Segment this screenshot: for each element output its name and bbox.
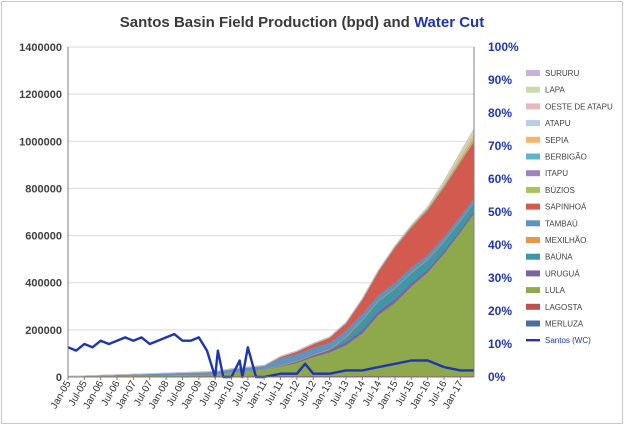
y-tick-label: 1200000 — [19, 89, 62, 101]
legend-swatch-urugua — [526, 270, 540, 277]
legend-label-lula: LULA — [545, 286, 566, 295]
legend-swatch-lapa — [526, 86, 540, 93]
y-tick-label: 200000 — [25, 325, 62, 337]
legend-swatch-oeste-de-atapu — [526, 103, 540, 110]
legend-label-tambau: TAMBAÚ — [545, 219, 578, 228]
y2-tick-label: 20% — [488, 304, 512, 318]
legend-label-buzios: BÚZIOS — [545, 186, 575, 195]
legend-label-merluza: MERLUZA — [545, 320, 584, 329]
legend-label-bauna: BAÚNA — [545, 253, 573, 262]
chart-title-main: Santos Basin Field Production (bpd) and — [120, 14, 414, 31]
legend-swatch-sururu — [526, 70, 540, 76]
legend-label-atapu: ATAPU — [545, 119, 571, 128]
y2-tick-label: 100% — [488, 40, 519, 54]
legend-label-oeste-de-atapu: OESTE DE ATAPU — [545, 102, 613, 111]
legend-swatch-tambau — [526, 220, 540, 227]
plot-area — [68, 46, 474, 377]
legend-label-itapu: ITAPU — [545, 169, 568, 178]
legend-swatch-lula — [526, 287, 540, 294]
chart-title-accent: Water Cut — [414, 14, 484, 31]
y2-tick-label: 60% — [488, 172, 512, 186]
legend-label-santos-wc-: Santos (WC) — [545, 336, 591, 345]
y-tick-label: 1000000 — [19, 136, 62, 148]
legend-swatch-atapu — [526, 120, 540, 127]
y-tick-label: 400000 — [25, 278, 62, 290]
legend-swatch-merluza — [526, 320, 540, 327]
legend-swatch-mexilhao — [526, 237, 540, 243]
legend-swatch-lagosta — [526, 303, 540, 310]
y2-tick-label: 90% — [488, 73, 512, 87]
legend-swatch-berbigao — [526, 153, 540, 160]
chart-title: Santos Basin Field Production (bpd) and … — [120, 14, 484, 31]
y2-tick-label: 50% — [488, 205, 512, 219]
y2-tick-label: 30% — [488, 271, 512, 285]
y-tick-label: 1400000 — [19, 42, 62, 54]
x-tick-label: Jan-05 — [49, 379, 74, 411]
legend: SURURU LAPA OESTE DE ATAPU ATAPU SEPIA BERBIG… — [526, 69, 613, 345]
y2-tick-label: 0% — [488, 370, 506, 384]
legend-swatch-buzios — [526, 186, 540, 193]
legend-swatch-sapinhoa — [526, 203, 540, 210]
legend-label-sapinhoa: SAPINHOÁ — [545, 203, 587, 212]
legend-label-urugua: URUGUÁ — [545, 269, 580, 278]
legend-label-sururu: SURURU — [545, 69, 579, 78]
legend-label-lagosta: LAGOSTA — [545, 303, 583, 312]
y2-tick-label: 40% — [488, 238, 512, 252]
y-tick-label: 600000 — [25, 231, 62, 243]
legend-label-mexilhao: MEXILHÃO — [545, 236, 586, 245]
y2-tick-label: 10% — [488, 337, 512, 351]
y2-tick-label: 80% — [488, 106, 512, 120]
legend-label-sepia: SEPIA — [545, 136, 569, 145]
y2-tick-label: 70% — [488, 139, 512, 153]
legend-label-lapa: LAPA — [545, 86, 566, 95]
legend-swatch-itapu — [526, 170, 540, 177]
legend-swatch-sepia — [526, 136, 540, 143]
y-tick-label: 0 — [56, 372, 62, 384]
legend-label-berbigao: BERBIGÃO — [545, 153, 587, 162]
legend-swatch-bauna — [526, 253, 540, 260]
y-tick-label: 800000 — [25, 183, 62, 195]
